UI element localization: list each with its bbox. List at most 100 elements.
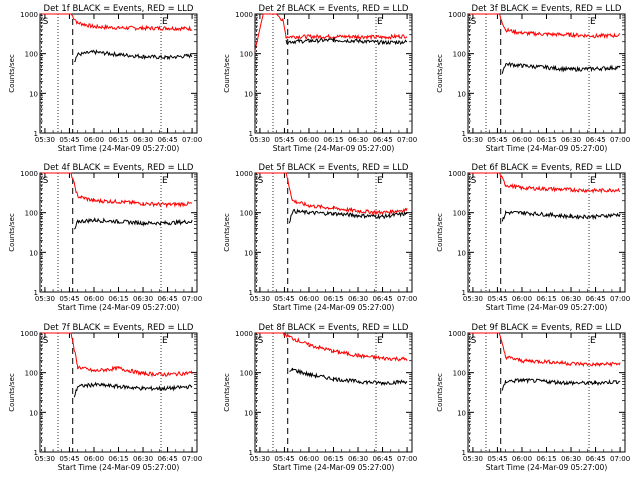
panel-det-5: Det 5f BLACK = Events, RED = LLD 1 10 100 10… (223, 163, 417, 312)
x-tick-label: 06:00 (512, 295, 532, 303)
y-axis-label: Counts/sec (223, 54, 231, 93)
panel-title: Det 9f BLACK = Events, RED = LLD (472, 323, 622, 333)
y-tick-label: 1 (34, 449, 38, 457)
lld-series-line (254, 13, 408, 51)
x-tick-label: 05:30 (250, 136, 270, 144)
x-axis-label: Start Time (24-Mar-09 05:27:00) (273, 144, 395, 153)
y-tick-label: 10 (244, 90, 253, 98)
lld-series-line (41, 13, 193, 32)
end-marker-label: E (377, 336, 383, 346)
x-tick-label: 05:30 (250, 455, 270, 463)
x-tick-label: 07:00 (182, 136, 202, 144)
y-tick-label: 1000 (448, 330, 466, 338)
x-tick-label: 06:30 (348, 295, 368, 303)
x-tick-label: 06:30 (133, 295, 153, 303)
y-tick-label: 10 (457, 249, 466, 257)
x-tick-label: 06:15 (536, 455, 556, 463)
x-tick-label: 05:30 (35, 295, 55, 303)
x-axis-label: Start Time (24-Mar-09 05:27:00) (486, 463, 608, 472)
events-series-line (73, 381, 193, 398)
events-series-line (501, 61, 621, 74)
x-tick-label: 06:30 (561, 455, 581, 463)
panel-title: Det 5f BLACK = Events, RED = LLD (259, 163, 409, 173)
plot-frame (467, 13, 626, 134)
panel-title: Det 1f BLACK = Events, RED = LLD (44, 4, 194, 14)
events-series-line (285, 37, 408, 46)
x-tick-label: 06:45 (372, 295, 392, 303)
events-series-line (288, 208, 408, 224)
end-marker-label: E (377, 176, 383, 186)
x-tick-label: 06:45 (585, 455, 605, 463)
x-tick-label: 05:30 (35, 136, 55, 144)
panel-det-8: Det 8f BLACK = Events, RED = LLD 1 10 100 10… (223, 323, 417, 472)
panel-title: Det 4f BLACK = Events, RED = LLD (44, 163, 194, 173)
start-marker-label: S (43, 17, 49, 27)
y-tick-label: 10 (244, 249, 253, 257)
events-series-line (73, 216, 193, 230)
y-tick-label: 10 (244, 409, 253, 417)
y-tick-label: 1000 (235, 11, 253, 19)
x-tick-label: 06:00 (299, 136, 319, 144)
x-tick-label: 07:00 (397, 455, 417, 463)
start-marker-label: S (471, 176, 477, 186)
x-tick-label: 05:45 (59, 136, 79, 144)
panel-det-4: Det 4f BLACK = Events, RED = LLD 1 10 100 10… (8, 163, 202, 312)
panel-title: Det 3f BLACK = Events, RED = LLD (472, 4, 622, 14)
y-tick-label: 100 (240, 210, 253, 218)
x-tick-label: 06:45 (157, 455, 177, 463)
x-tick-label: 06:30 (561, 295, 581, 303)
y-tick-label: 1 (34, 130, 38, 138)
x-tick-label: 05:30 (463, 455, 483, 463)
x-tick-label: 06:30 (133, 455, 153, 463)
x-tick-label: 05:30 (463, 136, 483, 144)
plot-frame (254, 172, 413, 293)
lld-series-line (469, 13, 621, 40)
y-axis-label: Counts/sec (223, 213, 231, 252)
x-axis-label: Start Time (24-Mar-09 05:27:00) (486, 144, 608, 153)
x-tick-label: 05:45 (59, 295, 79, 303)
x-tick-label: 06:30 (561, 136, 581, 144)
x-tick-label: 06:00 (512, 136, 532, 144)
panel-title: Det 8f BLACK = Events, RED = LLD (259, 323, 409, 333)
x-tick-label: 06:30 (348, 455, 368, 463)
x-tick-label: 06:15 (108, 295, 128, 303)
events-series-line (289, 367, 408, 387)
x-tick-label: 06:00 (84, 455, 104, 463)
x-tick-label: 06:00 (299, 295, 319, 303)
x-tick-label: 06:45 (372, 455, 392, 463)
y-tick-label: 10 (29, 409, 38, 417)
x-tick-label: 05:45 (274, 136, 294, 144)
y-tick-label: 1000 (448, 170, 466, 178)
panel-det-7: Det 7f BLACK = Events, RED = LLD 1 10 100 10… (8, 323, 202, 472)
plot-frame (467, 332, 626, 453)
plot-frame (39, 172, 198, 293)
end-marker-label: E (377, 17, 383, 27)
x-tick-label: 07:00 (182, 455, 202, 463)
y-tick-label: 1 (34, 289, 38, 297)
y-tick-label: 100 (25, 370, 38, 378)
y-tick-label: 10 (29, 249, 38, 257)
x-tick-label: 05:45 (274, 455, 294, 463)
panel-title: Det 2f BLACK = Events, RED = LLD (259, 4, 409, 14)
y-axis-label: Counts/sec (8, 373, 16, 412)
x-tick-label: 07:00 (610, 295, 630, 303)
y-tick-label: 1000 (20, 11, 38, 19)
x-tick-label: 06:45 (372, 136, 392, 144)
y-tick-label: 100 (240, 51, 253, 59)
y-axis-label: Counts/sec (8, 213, 16, 252)
x-tick-label: 07:00 (397, 136, 417, 144)
y-tick-label: 1000 (20, 170, 38, 178)
lld-series-line (41, 332, 193, 378)
x-tick-label: 06:15 (108, 136, 128, 144)
panel-title: Det 7f BLACK = Events, RED = LLD (44, 323, 194, 333)
x-tick-label: 07:00 (182, 295, 202, 303)
start-marker-label: S (43, 176, 49, 186)
y-tick-label: 1000 (448, 11, 466, 19)
x-axis-label: Start Time (24-Mar-09 05:27:00) (58, 303, 180, 312)
x-tick-label: 06:15 (323, 455, 343, 463)
lld-series-line (256, 172, 408, 216)
end-marker-label: E (162, 176, 168, 186)
plot-frame (254, 13, 413, 134)
panel-det-6: Det 6f BLACK = Events, RED = LLD 1 10 100 10… (436, 163, 630, 312)
